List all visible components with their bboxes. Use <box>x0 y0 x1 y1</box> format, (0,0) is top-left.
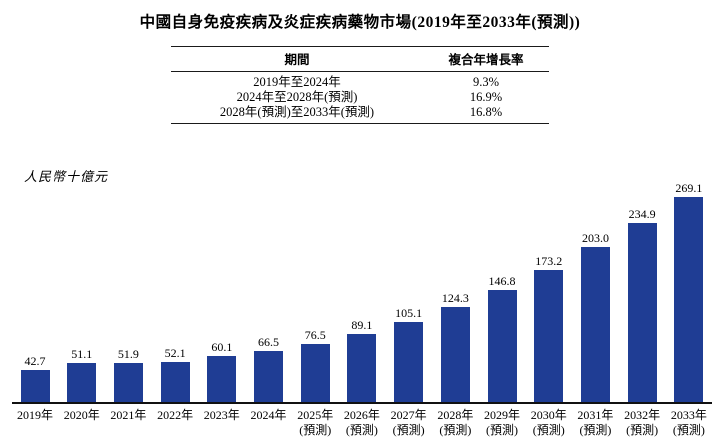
period-cell: 2019年至2024年 <box>253 75 341 89</box>
bar-value-label: 51.1 <box>71 347 93 362</box>
bar <box>207 356 237 402</box>
bar-column: 42.7 <box>12 353 58 402</box>
bar-value-label: 89.1 <box>351 318 373 333</box>
x-axis-label: 2020年 <box>63 408 100 422</box>
bar-column: 173.2 <box>526 254 572 402</box>
table-header-period: 期間 <box>171 46 423 72</box>
bar-column: 60.1 <box>199 340 245 402</box>
bar <box>487 290 517 402</box>
bar-column: 105.1 <box>386 306 432 402</box>
bar-column: 51.1 <box>59 347 105 402</box>
x-axis-label: 2029年 (預測) <box>484 408 521 437</box>
x-axis-label: 2022年 <box>157 408 194 422</box>
x-axis-label: 2021年 <box>110 408 147 422</box>
bar-column: 203.0 <box>572 231 618 402</box>
bar-column: 76.5 <box>292 328 338 402</box>
bar-value-label: 105.1 <box>395 305 423 320</box>
x-axis-label: 2019年 <box>16 408 53 422</box>
figure-title: 中國自身免疫疾病及炎症疾病藥物市場(2019年至2033年(預測)) <box>139 14 581 31</box>
bar-value-label: 124.3 <box>441 291 469 306</box>
period-cell: 2028年(預測)至2033年(預測) <box>171 104 423 125</box>
x-axis-label: 2026年 (預測) <box>343 408 380 437</box>
bar <box>300 343 330 402</box>
period-cell: 2024年至2028年(預測) <box>236 89 358 104</box>
bar <box>674 197 704 402</box>
x-axis-label: 2027年 (預測) <box>390 408 427 437</box>
bar-value-label: 269.1 <box>675 181 703 195</box>
bar-column: 269.1 <box>666 181 712 402</box>
x-axis-labels: 2019年 2020年 2021年 2022年 2023年 2024年 2025年 (預測) 2… <box>12 408 712 438</box>
bar-value-label: 146.8 <box>488 274 516 289</box>
bar-chart: 42.7 51.1 51.9 52.1 60.1 66.5 76.5 89.1 105.1 124… <box>12 181 712 438</box>
plot-area: 42.7 51.1 51.9 52.1 60.1 66.5 76.5 89.1 105.1 124… <box>12 181 712 404</box>
bar <box>20 369 50 402</box>
cagr-cell: 16.9% <box>469 89 503 104</box>
x-axis-label: 2024年 <box>250 408 287 422</box>
bar-column: 146.8 <box>479 274 525 402</box>
table-header-cagr: 複合年增長率 <box>423 46 549 72</box>
cagr-cell: 9.3% <box>472 75 500 89</box>
x-axis-label: 2032年 (預測) <box>624 408 661 437</box>
x-axis-label: 2025年 (預測) <box>297 408 334 437</box>
cagr-table: 期間 複合年增長率 2019年至2024年 9.3% 2024年至2028年(預… <box>171 46 549 125</box>
bar <box>160 362 190 402</box>
bar <box>440 307 470 402</box>
bar-value-label: 173.2 <box>535 254 563 269</box>
bar-value-label: 234.9 <box>628 207 656 222</box>
bar <box>627 223 657 402</box>
bar-value-label: 203.0 <box>581 231 609 246</box>
bar <box>67 363 97 402</box>
bar-value-label: 51.9 <box>117 346 139 361</box>
bar-value-label: 60.1 <box>211 340 233 355</box>
bar <box>580 247 610 402</box>
table-row: 2028年(預測)至2033年(預測) 16.8% <box>171 104 549 125</box>
x-axis-label: 2030年 (預測) <box>530 408 567 437</box>
table-row: 2019年至2024年 9.3% <box>171 72 549 90</box>
table-header-row: 期間 複合年增長率 <box>171 46 549 72</box>
x-axis-label: 2023年 <box>203 408 240 422</box>
bar-column: 234.9 <box>619 207 665 402</box>
bar-value-label: 42.7 <box>24 353 46 368</box>
x-axis-label: 2033年 (預測) <box>670 408 707 437</box>
cagr-cell: 16.8% <box>423 104 549 125</box>
table-row: 2024年至2028年(預測) 16.9% <box>171 90 549 105</box>
bar <box>113 362 143 402</box>
bar-column: 66.5 <box>246 335 292 402</box>
bar <box>394 321 424 402</box>
bar <box>347 334 377 402</box>
bar <box>254 351 284 402</box>
bar-value-label: 52.1 <box>164 346 186 361</box>
bar-column: 89.1 <box>339 318 385 402</box>
bar <box>534 270 564 402</box>
x-axis-label: 2031年 (預測) <box>577 408 614 437</box>
bar-value-label: 66.5 <box>258 335 280 350</box>
y-axis-unit-label: 人民幣十億元 <box>24 169 109 184</box>
bar-column: 124.3 <box>432 291 478 402</box>
bar-value-label: 76.5 <box>304 327 326 342</box>
bar-column: 52.1 <box>152 346 198 402</box>
bar-column: 51.9 <box>105 346 151 402</box>
x-axis-label: 2028年 (預測) <box>437 408 474 437</box>
